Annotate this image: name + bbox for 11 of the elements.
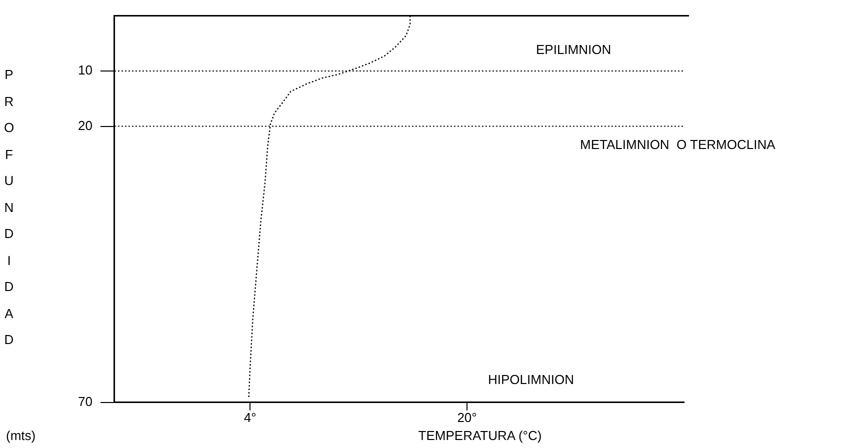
text: (mts) [6, 428, 36, 443]
annotation: EPILIMNION [536, 42, 612, 57]
x-tick-label: 4° [244, 410, 256, 425]
y-tick-label: 20 [78, 118, 92, 133]
text: PROFUNDIDAD [4, 67, 14, 347]
y-tick-label: 70 [78, 394, 92, 409]
x-tick-label: 20° [457, 410, 477, 425]
annotation: METALIMNION O TERMOCLINA [580, 137, 776, 152]
annotation: HIPOLIMNION [488, 372, 574, 387]
y-tick-label: 10 [78, 62, 92, 78]
x-axis-title: TEMPERATURA (°C) [417, 428, 543, 443]
